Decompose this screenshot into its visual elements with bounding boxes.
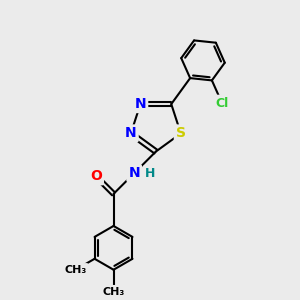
Text: O: O <box>90 169 102 183</box>
Text: N: N <box>125 126 137 140</box>
Text: S: S <box>176 126 186 140</box>
Text: H: H <box>145 167 155 180</box>
Text: CH₃: CH₃ <box>64 265 87 275</box>
Text: N: N <box>128 166 140 180</box>
Text: CH₃: CH₃ <box>102 286 125 297</box>
Text: Cl: Cl <box>215 97 229 110</box>
Text: N: N <box>135 97 146 111</box>
